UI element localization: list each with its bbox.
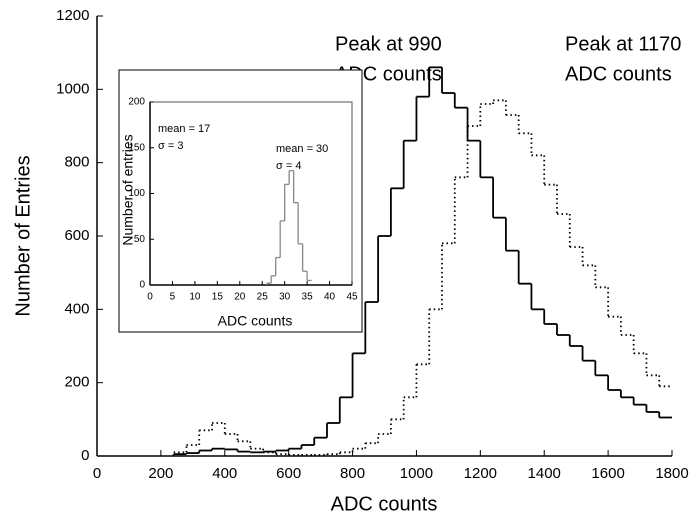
x-axis-title: ADC counts [218,313,293,329]
y-tick-label: 50 [134,234,146,245]
annotation: mean = 30 [276,143,328,155]
x-tick-label: 25 [257,292,269,303]
y-tick-label: 600 [64,227,89,244]
annotation: Peak at 990 [335,33,442,55]
x-tick-label: 0 [93,465,101,482]
y-tick-label: 0 [139,280,145,291]
y-tick-label: 0 [81,447,89,464]
x-tick-label: 40 [324,292,336,303]
x-tick-label: 0 [147,292,153,303]
y-tick-label: 100 [128,188,145,199]
x-tick-label: 600 [276,465,301,482]
annotation: Peak at 1170 [565,33,681,55]
x-tick-label: 200 [148,465,173,482]
annotation: ADC counts [565,63,672,85]
annotation: σ = 3 [158,140,183,152]
x-tick-label: 5 [170,292,176,303]
x-tick-label: 1600 [591,465,624,482]
x-tick-label: 800 [340,465,365,482]
x-tick-label: 45 [346,292,358,303]
x-tick-label: 1200 [464,465,497,482]
x-tick-label: 400 [212,465,237,482]
inset-frame [118,69,363,333]
x-tick-label: 1400 [528,465,561,482]
x-tick-label: 30 [279,292,291,303]
annotation: mean = 17 [158,123,210,135]
x-axis-title: ADC counts [331,493,438,515]
x-tick-label: 35 [302,292,314,303]
y-tick-label: 1000 [56,80,89,97]
y-tick-label: 150 [128,142,145,153]
y-tick-label: 400 [64,300,89,317]
y-tick-label: 1200 [56,7,89,24]
x-tick-label: 15 [212,292,224,303]
y-tick-label: 200 [64,374,89,391]
x-tick-label: 1000 [400,465,433,482]
x-tick-label: 10 [189,292,201,303]
y-axis-title: Number of Entries [12,155,34,316]
x-tick-label: 20 [234,292,246,303]
x-tick-label: 1800 [655,465,688,482]
y-tick-label: 800 [64,154,89,171]
y-tick-label: 200 [128,97,145,108]
annotation: σ = 4 [276,160,301,172]
y-axis-title: Number of entries [120,134,136,245]
